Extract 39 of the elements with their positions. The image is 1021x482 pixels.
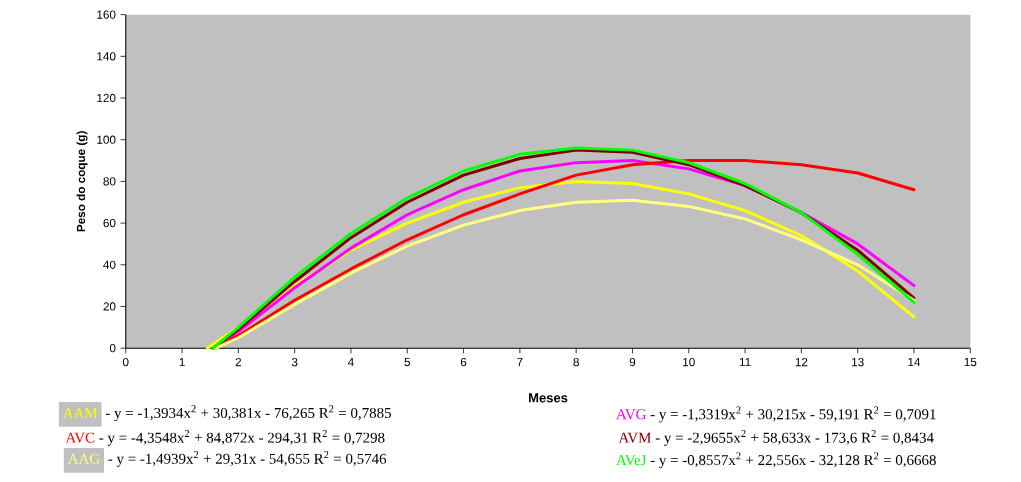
x-tick-label: 3 xyxy=(291,358,298,367)
x-tick-label: 8 xyxy=(573,358,579,367)
y-tick-label: 60 xyxy=(103,219,116,228)
x-tick-label: 13 xyxy=(852,358,864,367)
text: - y = -0,8557x$^{2}$ + 22,556x - 32,128 R$^{2}$ = 0,6668 xyxy=(650,452,936,469)
text: - y = -1,3934x$^{2}$ + 30,381x - 76,265 R$^{2}$ = 0,7885 xyxy=(105,405,391,422)
y-tick-label: 120 xyxy=(97,93,116,103)
y-tick-label: 20 xyxy=(103,302,116,311)
text: AVG xyxy=(616,409,646,420)
text: AAM xyxy=(62,408,98,418)
text: AVeJ xyxy=(616,455,647,466)
text: - y = -1,4939x$^{2}$ + 29,31x - 54,655 R$^{2}$ = 0,5746 xyxy=(108,451,387,468)
y-tick-label: 160 xyxy=(97,10,116,19)
x-tick-label: 15 xyxy=(964,358,977,367)
x-tick-label: 2 xyxy=(235,358,242,367)
y-tick-label: 100 xyxy=(97,135,116,144)
x-tick-label: 14 xyxy=(908,358,921,367)
y-tick-label: 80 xyxy=(103,177,116,186)
x-tick-label: 9 xyxy=(629,358,636,367)
y-tick-label: 0 xyxy=(109,344,116,353)
x-axis-title: Meses xyxy=(529,393,568,403)
y-tick-label: 40 xyxy=(103,260,116,270)
x-tick-label: 1 xyxy=(179,358,185,367)
text: AVC xyxy=(65,432,95,443)
x-tick-label: 0 xyxy=(122,358,129,367)
text: AVM xyxy=(618,432,651,443)
text: - y = -4,3548x$^{2}$ + 84,872x - 294,31 R$^{2}$ = 0,7298 xyxy=(99,430,385,446)
x-tick-label: 12 xyxy=(795,358,808,367)
text: AAG xyxy=(67,453,100,464)
x-tick-label: 4 xyxy=(347,358,354,367)
text: - y = -2,9655x$^{2}$ + 58,633x - 173,6 R$^{2}$ = 0,8434 xyxy=(655,430,934,446)
x-tick-label: 10 xyxy=(683,358,695,367)
x-tick-label: 6 xyxy=(460,358,467,367)
y-axis-title: Peso do coque (g) xyxy=(76,131,88,232)
text: - y = -1,3319x$^{2}$ + 30,215x - 59,191 R$^{2}$ = 0,7091 xyxy=(650,406,936,423)
x-tick-label: 5 xyxy=(404,358,411,367)
x-tick-label: 7 xyxy=(517,358,523,367)
x-tick-label: 11 xyxy=(739,358,751,367)
y-tick-label: 140 xyxy=(97,52,116,61)
